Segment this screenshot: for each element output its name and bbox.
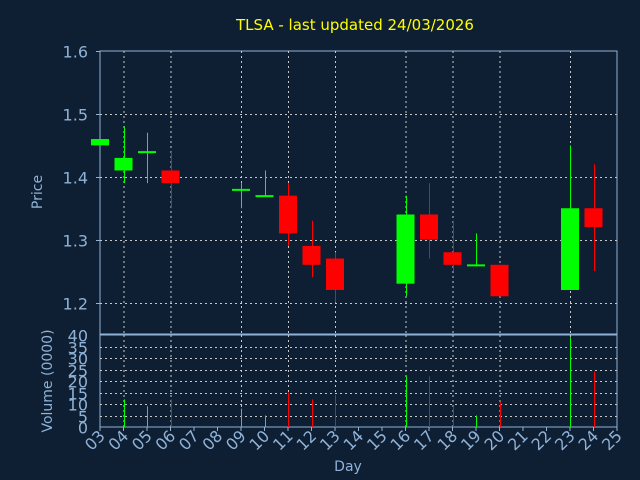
volume-panel-frame bbox=[99, 334, 618, 428]
price-axis-label: Price bbox=[30, 175, 46, 209]
volume-axis-label: Volume (0000) bbox=[40, 329, 56, 432]
candle-body-12 bbox=[302, 245, 321, 265]
candle-body-18 bbox=[443, 252, 462, 265]
volume-tick-label: 0 bbox=[78, 419, 88, 438]
x-tick-label: 25 bbox=[598, 426, 626, 454]
price-tick-label: 1.5 bbox=[63, 106, 88, 125]
price-tick-label: 1.4 bbox=[63, 169, 88, 188]
candle-body-16 bbox=[396, 214, 415, 284]
candle-body-11 bbox=[279, 195, 297, 234]
volume-tick-label: 40 bbox=[68, 327, 88, 346]
price-tick-label: 1.6 bbox=[63, 43, 88, 62]
candle-body-17 bbox=[420, 214, 438, 240]
price-panel-frame bbox=[99, 50, 618, 335]
chart-title: TLSA - last updated 24/03/2026 bbox=[235, 16, 474, 34]
price-tick-label: 1.2 bbox=[63, 295, 88, 314]
volume-tick-label: 35 bbox=[68, 339, 88, 358]
volume-tick-label: 30 bbox=[68, 350, 88, 369]
candle-body-06 bbox=[161, 170, 180, 184]
x-axis-label: Day bbox=[334, 459, 362, 475]
volume-tick-label: 15 bbox=[68, 385, 88, 404]
price-tick-label: 1.3 bbox=[63, 232, 88, 251]
candle-body-24 bbox=[584, 208, 603, 228]
volume-tick-label: 5 bbox=[78, 408, 88, 427]
candle-body-13 bbox=[326, 258, 344, 290]
volume-tick-label: 25 bbox=[68, 362, 88, 381]
volume-tick-label: 10 bbox=[68, 396, 88, 415]
volume-tick-label: 20 bbox=[68, 373, 88, 392]
candle-body-23 bbox=[561, 208, 579, 290]
candle-body-03 bbox=[91, 139, 109, 146]
candle-body-04 bbox=[114, 157, 133, 171]
candle-body-20 bbox=[490, 264, 509, 297]
